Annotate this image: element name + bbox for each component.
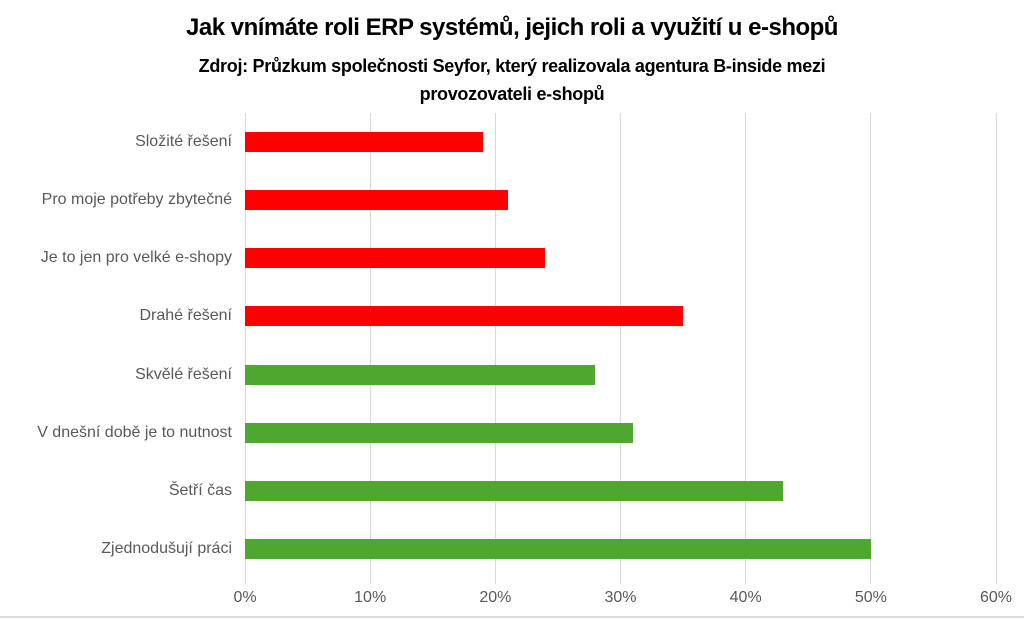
bar-3 bbox=[245, 248, 546, 269]
gridline-60% bbox=[995, 113, 997, 584]
x-tick-label-10%: 10% bbox=[354, 589, 387, 606]
bar-8 bbox=[245, 538, 871, 559]
x-tick-label-40%: 40% bbox=[729, 589, 762, 606]
category-label-8: Zjednodušují práci bbox=[101, 539, 232, 557]
x-tick-label-30%: 30% bbox=[604, 589, 637, 606]
chart-subtitle-line-2: provozovateli e-shopů bbox=[419, 84, 605, 104]
chart-subtitle-line-1: Zdroj: Průzkum společnosti Seyfor, který… bbox=[198, 56, 826, 76]
category-label-4: Drahé řešení bbox=[139, 307, 233, 325]
category-label-3: Je to jen pro velké e-shopy bbox=[40, 249, 232, 267]
category-label-2: Pro moje potřeby zbytečné bbox=[41, 191, 232, 209]
category-label-1: Složité řešení bbox=[135, 133, 232, 151]
chart-bottom-border bbox=[0, 616, 1024, 618]
bar-1 bbox=[245, 132, 483, 153]
category-label-7: Šetří čas bbox=[168, 481, 232, 499]
bar-5 bbox=[245, 364, 596, 385]
category-label-5: Skvělé řešení bbox=[135, 365, 232, 383]
x-tick-label-50%: 50% bbox=[854, 589, 887, 606]
gridline-30% bbox=[620, 113, 621, 584]
category-label-6: V dnešní době je to nutnost bbox=[37, 423, 232, 441]
bar-2 bbox=[245, 190, 508, 211]
bar-4 bbox=[245, 306, 684, 327]
chart-title: Jak vnímáte roli ERP systémů, jejich rol… bbox=[186, 14, 838, 41]
chart-subtitle: Zdroj: Průzkum společnosti Seyfor, který… bbox=[0, 52, 1024, 108]
gridline-10% bbox=[369, 113, 371, 584]
x-tick-label-0%: 0% bbox=[233, 589, 257, 606]
bar-6 bbox=[245, 422, 634, 443]
gridline-40% bbox=[745, 113, 747, 584]
x-tick-label-60%: 60% bbox=[979, 589, 1013, 606]
gridline-50% bbox=[870, 113, 872, 584]
plot-area bbox=[244, 113, 997, 584]
x-tick-label-20%: 20% bbox=[479, 589, 512, 606]
gridline-0% bbox=[244, 113, 246, 584]
bar-7 bbox=[245, 480, 784, 501]
gridline-20% bbox=[494, 113, 496, 584]
